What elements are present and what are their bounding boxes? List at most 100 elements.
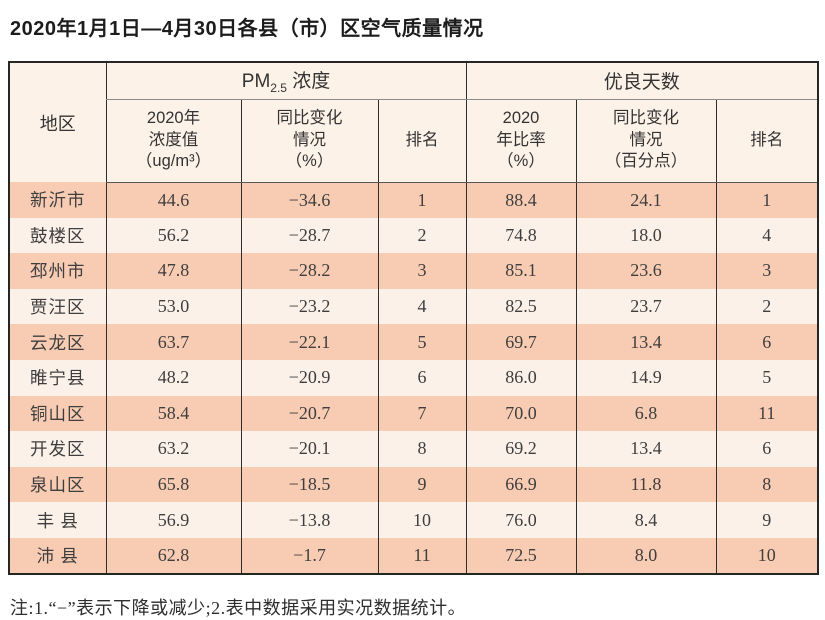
header-days-rank: 排名 [715,99,818,183]
pm-change-cell: −18.5 [240,466,378,503]
pm25-suffix: 浓度 [286,71,331,93]
pm-rank-cell: 8 [377,431,466,467]
header-pm-value: 2020年 浓度值 （ug/m³） [105,99,241,183]
pm-rank-cell: 6 [377,359,466,396]
region-cell: 铜山区 [9,395,106,432]
region-cell: 邳州市 [9,253,106,289]
days-rate-cell: 86.0 [465,359,576,396]
days-rate-cell: 70.0 [465,395,576,432]
header-days-change: 同比变化 情况 （百分点） [575,99,716,183]
table-row: 贾汪区 53.0 −23.2 4 82.5 23.7 2 [9,288,818,325]
pm-value-cell: 63.7 [105,324,241,360]
pm-value-cell: 56.9 [105,502,241,538]
region-cell: 开发区 [9,431,106,467]
page-title: 2020年1月1日—4月30日各县（市）区空气质量情况 [10,18,484,40]
days-change-cell: 24.1 [575,182,716,218]
days-change-cell: 8.4 [575,502,716,538]
pm-value-cell: 62.8 [105,537,241,574]
days-change-cell: 18.0 [575,217,716,254]
header-region: 地区 [9,62,106,182]
days-rate-cell: 72.5 [465,537,576,574]
pm-change-cell: −34.6 [240,182,378,218]
pm-value-cell: 63.2 [105,431,241,467]
region-cell: 云龙区 [9,324,106,360]
days-change-cell: 14.9 [575,359,716,396]
table-row: 开发区 63.2 −20.1 8 69.2 13.4 6 [9,431,818,467]
days-change-cell: 13.4 [575,431,716,467]
pm-rank-cell: 9 [377,466,466,503]
header-days-rate: 2020 年比率 （%） [465,99,576,183]
pm-rank-cell: 7 [377,395,466,432]
days-rank-cell: 11 [715,395,818,432]
pm-change-cell: −28.2 [240,253,378,289]
pm-rank-cell: 3 [377,253,466,289]
table-row: 沛 县 62.8 −1.7 11 72.5 8.0 10 [9,537,818,574]
region-cell: 新沂市 [9,182,106,218]
days-rank-cell: 8 [715,466,818,503]
days-change-cell: 8.0 [575,537,716,574]
days-change-cell: 11.8 [575,466,716,503]
table-row: 新沂市 44.6 −34.6 1 88.4 24.1 1 [9,182,818,218]
pm-change-cell: −20.9 [240,359,378,396]
pm-change-cell: −13.8 [240,502,378,538]
region-cell: 丰 县 [9,502,106,538]
table-row: 丰 县 56.9 −13.8 10 76.0 8.4 9 [9,502,818,538]
pm-rank-cell: 4 [377,288,466,325]
pm-rank-cell: 2 [377,217,466,254]
header-pm-change: 同比变化 情况 （%） [240,99,378,183]
days-rate-cell: 85.1 [465,253,576,289]
pm-value-cell: 56.2 [105,217,241,254]
days-change-cell: 6.8 [575,395,716,432]
header-group-good-days: 优良天数 [465,62,818,100]
days-change-cell: 23.6 [575,253,716,289]
pm-value-cell: 58.4 [105,395,241,432]
table-row: 邳州市 47.8 −28.2 3 85.1 23.6 3 [9,253,818,289]
pm-value-cell: 44.6 [105,182,241,218]
table-row: 泉山区 65.8 −18.5 9 66.9 11.8 8 [9,466,818,503]
pm-rank-cell: 5 [377,324,466,360]
days-rate-cell: 82.5 [465,288,576,325]
days-rate-cell: 69.2 [465,431,576,467]
table-row: 云龙区 63.7 −22.1 5 69.7 13.4 6 [9,324,818,360]
pm-change-cell: −20.1 [240,431,378,467]
table-row: 睢宁县 48.2 −20.9 6 86.0 14.9 5 [9,359,818,396]
region-cell: 沛 县 [9,537,106,574]
header-pm-rank: 排名 [377,99,466,183]
days-change-cell: 13.4 [575,324,716,360]
pm-rank-cell: 10 [377,502,466,538]
days-rank-cell: 9 [715,502,818,538]
days-rate-cell: 88.4 [465,182,576,218]
pm-change-cell: −23.2 [240,288,378,325]
days-rank-cell: 6 [715,324,818,360]
pm-value-cell: 47.8 [105,253,241,289]
pm-change-cell: −1.7 [240,537,378,574]
days-rate-cell: 69.7 [465,324,576,360]
days-rate-cell: 74.8 [465,217,576,254]
table-body: 新沂市 44.6 −34.6 1 88.4 24.1 1 鼓楼区 56.2 −2… [9,182,818,574]
pm-rank-cell: 1 [377,182,466,218]
header-group-pm25: PM2.5 浓度 [105,62,466,100]
pm-rank-cell: 11 [377,537,466,574]
pm-change-cell: −20.7 [240,395,378,432]
header-sub-row: 2020年 浓度值 （ug/m³） 同比变化 情况 （%） 排名 2020 年比… [9,99,818,183]
table-row: 鼓楼区 56.2 −28.7 2 74.8 18.0 4 [9,217,818,254]
pm-change-cell: −22.1 [240,324,378,360]
footnote: 注:1.“−”表示下降或减少;2.表中数据采用实况数据统计。 [10,597,467,618]
pm25-subscript: 2.5 [270,81,287,96]
table-header: 地区 PM2.5 浓度 优良天数 2020年 浓度值 （ug/m³） 同比变化 … [9,62,818,183]
air-quality-table: 地区 PM2.5 浓度 优良天数 2020年 浓度值 （ug/m³） 同比变化 … [8,61,819,575]
days-rank-cell: 4 [715,217,818,254]
days-rank-cell: 10 [715,537,818,574]
days-rank-cell: 2 [715,288,818,325]
pm-value-cell: 48.2 [105,359,241,396]
region-cell: 睢宁县 [9,359,106,396]
days-rank-cell: 1 [715,182,818,218]
days-rank-cell: 3 [715,253,818,289]
days-change-cell: 23.7 [575,288,716,325]
days-rate-cell: 66.9 [465,466,576,503]
days-rate-cell: 76.0 [465,502,576,538]
region-cell: 鼓楼区 [9,217,106,254]
days-rank-cell: 5 [715,359,818,396]
pm25-prefix: PM [241,71,271,93]
